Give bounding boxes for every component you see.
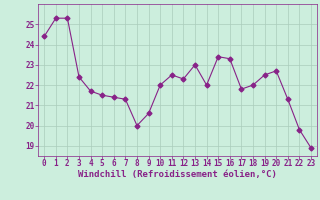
X-axis label: Windchill (Refroidissement éolien,°C): Windchill (Refroidissement éolien,°C): [78, 170, 277, 179]
